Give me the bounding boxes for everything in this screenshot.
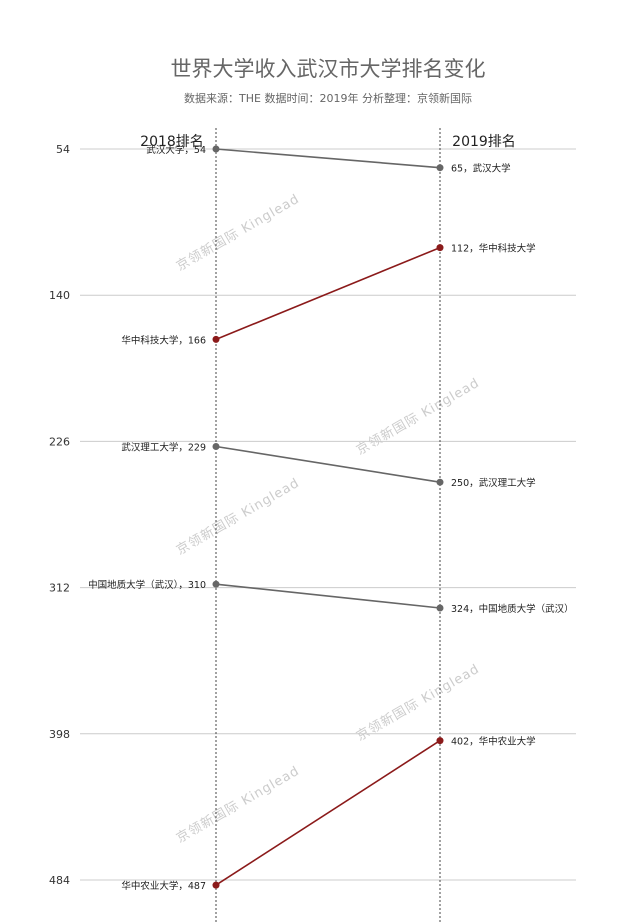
- column-header-2018: 2018排名: [140, 134, 204, 150]
- watermark-text: 京领新国际 Kinglead: [354, 375, 483, 459]
- point-2019: [436, 737, 444, 745]
- data-label-2019: 402，华中农业大学: [451, 736, 536, 748]
- point-2018: [212, 443, 220, 450]
- series-line: [215, 246, 441, 341]
- point-2019: [436, 244, 444, 252]
- data-label-2018: 武汉理工大学，229: [121, 442, 206, 454]
- data-label-2018: 武汉大学，54: [146, 144, 206, 156]
- y-tick-label: 54: [56, 143, 70, 156]
- data-label-2018: 华中科技大学，166: [121, 334, 206, 346]
- watermark-text: 京领新国际 Kinglead: [354, 661, 483, 745]
- y-tick-labels: 54 140 226 312 398 484: [49, 143, 70, 887]
- series-line: [215, 445, 441, 483]
- y-tick-label: 226: [49, 435, 70, 448]
- point-2018: [212, 145, 220, 153]
- data-label-2019: 250，武汉理工大学: [451, 477, 536, 489]
- data-label-2019: 324，中国地质大学（武汉）: [451, 603, 574, 615]
- y-tick-label: 484: [49, 874, 70, 887]
- y-tick-label: 140: [49, 289, 70, 302]
- point-2019: [436, 478, 444, 486]
- gridlines: [80, 148, 576, 881]
- point-2019: [436, 604, 444, 612]
- watermark-layer: 京领新国际 Kinglead 京领新国际 Kinglead 京领新国际 Kingle…: [174, 191, 483, 847]
- chart-title: 世界大学收入武汉市大学排名变化: [171, 57, 486, 81]
- point-2018: [212, 580, 220, 588]
- series-line: [215, 739, 441, 886]
- watermark-text: 京领新国际 Kinglead: [174, 763, 303, 847]
- y-tick-label: 398: [49, 728, 70, 741]
- data-label-2018: 华中农业大学，487: [121, 880, 206, 892]
- series-line: [215, 148, 441, 169]
- y-tick-label: 312: [49, 582, 70, 595]
- watermark-text: 京领新国际 Kinglead: [174, 475, 303, 559]
- point-2018: [212, 335, 220, 343]
- data-label-2018: 中国地质大学（武汉），310: [88, 579, 206, 591]
- point-2019: [436, 164, 444, 172]
- data-label-2019: 112，华中科技大学: [451, 243, 536, 255]
- point-2018: [212, 881, 220, 889]
- column-axes: [215, 128, 441, 924]
- column-header-2019: 2019排名: [452, 134, 516, 150]
- chart-subtitle: 数据来源：THE 数据时间：2019年 分析整理：京领新国际: [184, 91, 472, 105]
- watermark-text: 京领新国际 Kinglead: [174, 191, 303, 275]
- data-label-2019: 65，武汉大学: [451, 163, 511, 175]
- series-line: [215, 583, 441, 609]
